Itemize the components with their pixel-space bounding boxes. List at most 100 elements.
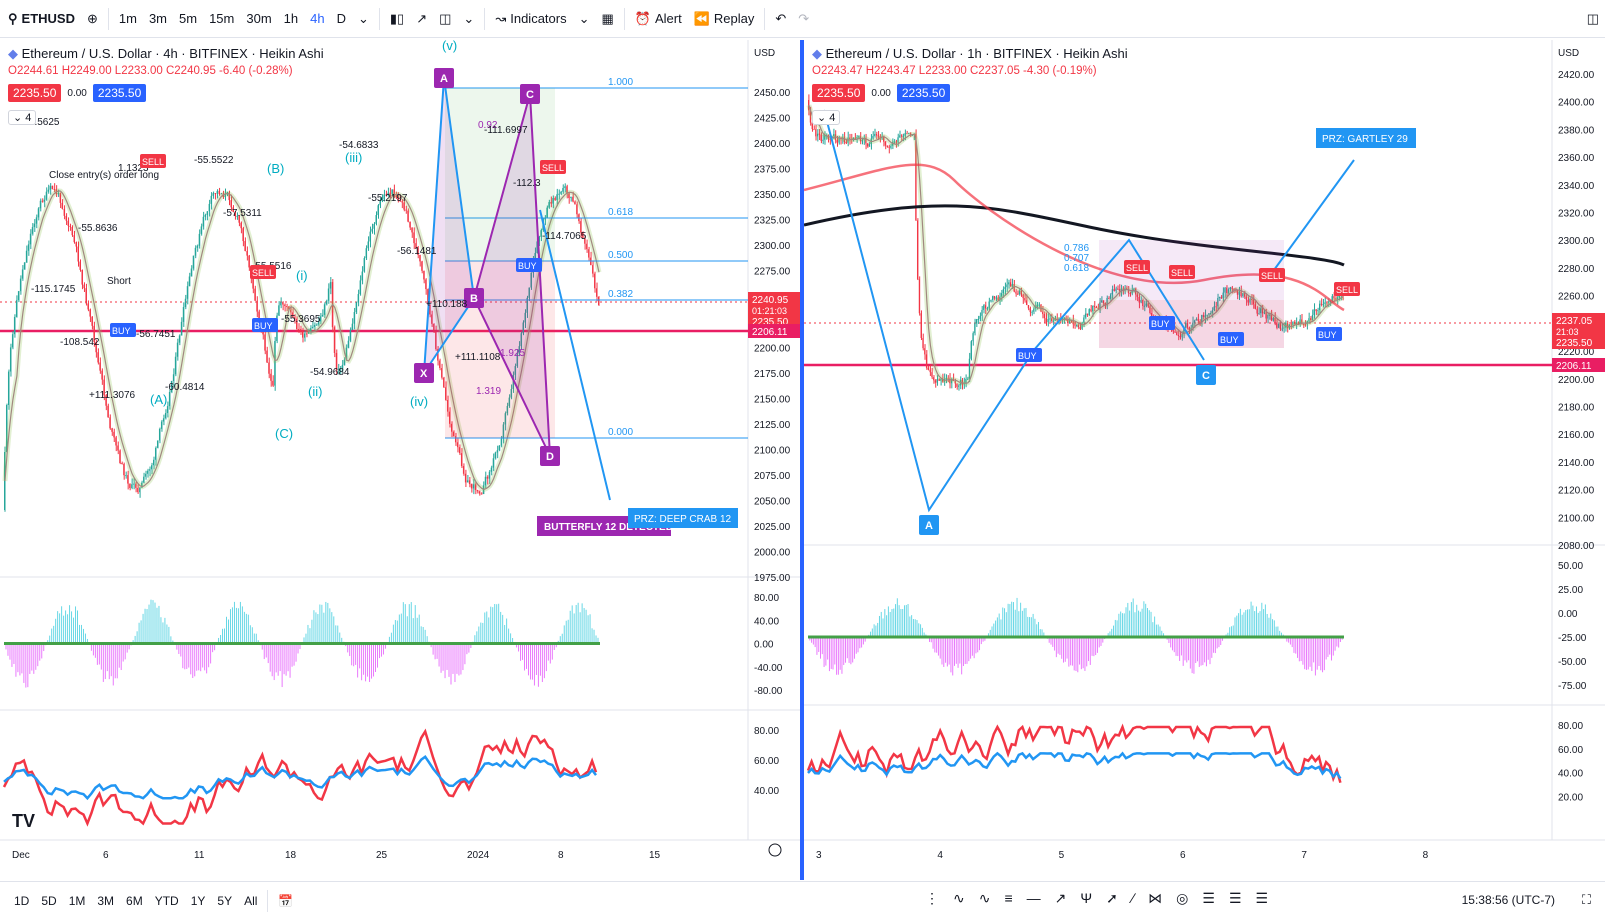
redo-button[interactable]: ↷ bbox=[792, 0, 815, 38]
clock-timezone[interactable]: 15:38:56 (UTC-7) bbox=[1461, 893, 1555, 907]
chart-style-button[interactable]: ◫ bbox=[433, 0, 457, 38]
candle-body bbox=[1199, 320, 1201, 323]
range-ytd[interactable]: YTD bbox=[154, 893, 179, 908]
interval-4h[interactable]: 4h bbox=[310, 11, 325, 26]
horizontal-line-icon[interactable]: — bbox=[1026, 890, 1041, 906]
fib-channel-icon[interactable]: ☰ bbox=[1202, 890, 1215, 906]
range-1m[interactable]: 1M bbox=[68, 893, 86, 908]
candle-body bbox=[1249, 298, 1251, 303]
pitchfork-icon[interactable]: Ψ bbox=[1080, 890, 1093, 906]
candle-body bbox=[1090, 309, 1092, 312]
chart-type-button[interactable]: ▮▯ bbox=[384, 0, 410, 38]
xabcd-pattern-icon[interactable]: ∿ bbox=[953, 890, 965, 906]
symbol-search[interactable]: ⚲ ETHUSD bbox=[0, 0, 81, 38]
range-6m[interactable]: 6M bbox=[126, 893, 143, 908]
replay-button[interactable]: ⏪ Replay bbox=[688, 0, 761, 38]
parallel-channel-icon[interactable]: ☰ bbox=[1228, 890, 1242, 906]
candle-body bbox=[184, 298, 187, 308]
candle-body bbox=[232, 207, 234, 212]
candle-body bbox=[39, 200, 42, 209]
candle-body bbox=[884, 141, 887, 146]
chart-style-dropdown[interactable]: ⌄ bbox=[457, 0, 480, 38]
range-3m[interactable]: 3M bbox=[97, 893, 115, 908]
pattern-point-label: A bbox=[925, 520, 933, 532]
candle-body bbox=[1068, 320, 1071, 324]
right-chart-panel[interactable]: USD 2420.00 2400.00 2380.00 2360.00 2340.00 23… bbox=[804, 40, 1605, 880]
chevron-down-icon: ⌄ bbox=[578, 10, 590, 26]
interval-3m[interactable]: 3m bbox=[148, 11, 168, 26]
range-5d[interactable]: 5D bbox=[41, 893, 57, 908]
candle-body bbox=[401, 201, 403, 203]
candle-body bbox=[238, 215, 240, 223]
candle-body bbox=[355, 302, 358, 313]
candle-body bbox=[367, 241, 369, 249]
fib-retracement-icon[interactable]: ≡ bbox=[1004, 890, 1013, 906]
sell-price-button[interactable]: 2235.50 bbox=[812, 84, 866, 102]
range-5y[interactable]: 5Y bbox=[217, 893, 233, 908]
candle-body bbox=[248, 255, 250, 268]
candle-body bbox=[1131, 290, 1133, 294]
candle-body bbox=[1181, 334, 1183, 338]
menu-icon[interactable]: ☰ bbox=[1255, 890, 1269, 906]
candle-body bbox=[1252, 299, 1255, 305]
right-chart-canvas[interactable]: USD 2420.00 2400.00 2380.00 2360.00 2340.00 23… bbox=[804, 40, 1605, 880]
right-indicator-count[interactable]: ⌄ 4 bbox=[812, 110, 841, 125]
candle-body bbox=[1261, 308, 1263, 314]
compare-button[interactable]: ↗ bbox=[410, 0, 433, 38]
candle-body bbox=[266, 350, 268, 363]
left-chart-title[interactable]: ◆ Ethereum / U.S. Dollar · 4h · BITFINEX… bbox=[8, 46, 324, 62]
candle-body bbox=[1029, 308, 1031, 313]
candle-body bbox=[813, 129, 815, 131]
trend-line-icon[interactable]: ↗ bbox=[1054, 890, 1067, 906]
left-indicator-count[interactable]: ⌄ 4 bbox=[8, 110, 37, 125]
right-chart-title[interactable]: ◆ Ethereum / U.S. Dollar · 1h · BITFINEX… bbox=[812, 46, 1128, 62]
interval-30m[interactable]: 30m bbox=[246, 11, 272, 26]
drag-handle-icon[interactable]: ⋮ bbox=[925, 890, 939, 906]
chevron-down-icon: ⌄ bbox=[13, 112, 23, 124]
interval-15m[interactable]: 15m bbox=[209, 11, 235, 26]
maximize-button[interactable]: ⛶ bbox=[1582, 892, 1591, 908]
candle-body bbox=[1335, 298, 1337, 300]
alert-button[interactable]: ⏰ Alert bbox=[629, 0, 688, 38]
head-shoulders-icon[interactable]: ⋈ bbox=[1148, 890, 1163, 906]
range-1y[interactable]: 1Y bbox=[190, 893, 206, 908]
candle-body bbox=[929, 369, 931, 373]
candle-body bbox=[1115, 288, 1117, 291]
candle-body bbox=[329, 282, 332, 289]
rewind-icon: ⏪ bbox=[693, 10, 710, 26]
buy-price-button[interactable]: 2235.50 bbox=[92, 84, 147, 102]
indicators-button[interactable]: ↝ Indicators bbox=[489, 0, 572, 38]
abcd-pattern-icon[interactable]: ∿ bbox=[978, 890, 991, 906]
interval-1m[interactable]: 1m bbox=[118, 11, 137, 26]
range-1d[interactable]: 1D bbox=[14, 893, 30, 908]
indicators-dropdown[interactable]: ⌄ bbox=[573, 0, 596, 38]
candle-body bbox=[1015, 291, 1017, 294]
panel-toggle-button[interactable]: ◫ bbox=[1581, 0, 1605, 38]
layout-divider[interactable] bbox=[800, 40, 804, 880]
interval-1h[interactable]: 1h bbox=[283, 11, 299, 26]
ray-icon[interactable]: ➚ bbox=[1106, 890, 1118, 906]
layout-button[interactable]: ▦ bbox=[596, 0, 620, 38]
left-chart-panel[interactable]: USD 2450.00 2425.00 2400.00 2375.00 2350.00 23… bbox=[0, 40, 800, 880]
candle-body bbox=[843, 137, 845, 142]
line-tool-icon[interactable]: ∕ bbox=[1131, 890, 1135, 906]
candle-body bbox=[909, 133, 912, 136]
candle-body bbox=[228, 192, 230, 201]
candle-body bbox=[192, 255, 195, 269]
date-range-button[interactable]: 📅 bbox=[272, 894, 299, 908]
candle-body bbox=[468, 480, 471, 485]
sell-price-button[interactable]: 2235.50 bbox=[8, 84, 62, 102]
undo-button[interactable]: ↶ bbox=[769, 0, 792, 38]
left-chart-canvas[interactable]: USD 2450.00 2425.00 2400.00 2375.00 2350.00 23… bbox=[0, 40, 800, 880]
rsi-tick-label: 60.00 bbox=[754, 756, 779, 767]
interval-dropdown-button[interactable]: ⌄ bbox=[352, 0, 375, 38]
interval-d[interactable]: D bbox=[336, 11, 346, 26]
fib-circle-icon[interactable]: ◎ bbox=[1176, 890, 1189, 906]
range-all[interactable]: All bbox=[244, 893, 258, 908]
candle-body bbox=[381, 199, 383, 201]
candle-body bbox=[981, 309, 983, 316]
trade-annotation: -112.3 bbox=[513, 178, 541, 189]
compare-add-button[interactable]: ⊕ bbox=[81, 0, 104, 38]
interval-5m[interactable]: 5m bbox=[179, 11, 198, 26]
buy-price-button[interactable]: 2235.50 bbox=[896, 84, 951, 102]
